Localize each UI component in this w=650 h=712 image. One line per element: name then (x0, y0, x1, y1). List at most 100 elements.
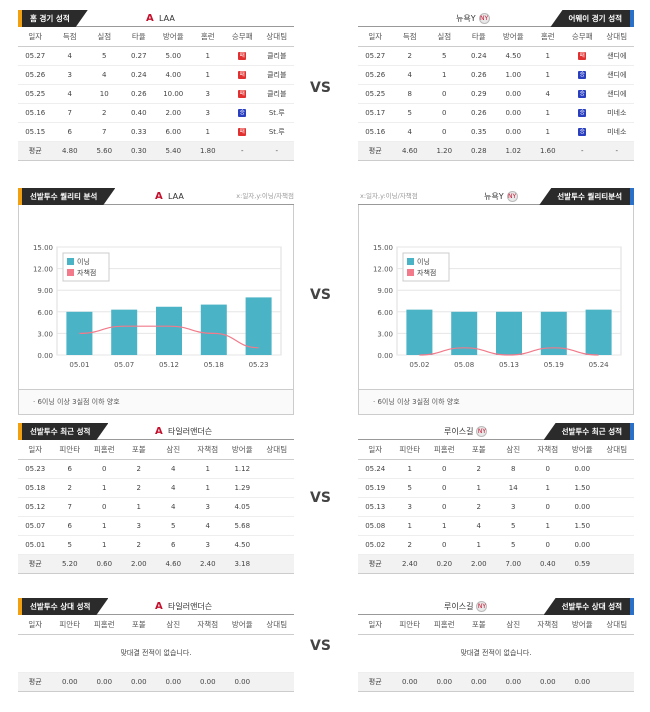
table-cell: 3 (190, 84, 225, 104)
table-cell: 14 (496, 478, 531, 498)
table-cell: 3 (496, 497, 531, 517)
average-cell: 0.00 (52, 672, 87, 692)
average-cell: 0.59 (565, 554, 600, 574)
column-header: 타율 (461, 27, 496, 47)
legend-swatch-earned-runs (67, 269, 74, 276)
table-cell (599, 516, 634, 536)
column-header: 삼진 (496, 615, 531, 635)
average-cell: 0.00 (496, 672, 531, 692)
y-tick-label: 12.00 (33, 266, 53, 274)
average-cell: 평균 (18, 141, 53, 161)
result-badge: 패 (238, 89, 247, 98)
table-cell: 1.50 (565, 516, 600, 536)
average-cell: 1.02 (496, 141, 531, 161)
table-cell: 클리블 (259, 84, 294, 104)
empty-row: 맞대결 전적이 없습니다. (18, 634, 294, 673)
table-cell: 4 (392, 65, 427, 85)
pitcher-name-right: 루이스길 NY (444, 426, 488, 437)
average-cell: 평균 (358, 141, 393, 161)
table-cell: 승 (225, 103, 260, 123)
y-tick-label: 9.00 (377, 287, 393, 295)
table-cell: 0.00 (496, 84, 531, 104)
table-cell: 05.24 (358, 459, 393, 479)
pitcher-h2h-panel-left: 선발투수 상대 성적 A 타일러앤더슨 일자 피안타 피홈런 포볼 삼진 자책점 방어율 상대팀… (18, 598, 294, 692)
result-badge: 패 (578, 51, 587, 60)
x-tick-label: 05.07 (114, 361, 134, 369)
column-header: 승무패 (565, 27, 600, 47)
table-cell: 0 (427, 84, 462, 104)
table-cell: 승 (565, 122, 600, 142)
table-cell: 패 (225, 46, 260, 66)
table-cell: 5 (496, 516, 531, 536)
vs-label: VS (310, 287, 331, 303)
table-cell: 샌디에 (599, 84, 634, 104)
table-cell (599, 459, 634, 479)
table-cell: 0.24 (461, 46, 496, 66)
quality-chart-svg-right: 15.00 12.00 9.00 6.00 3.00 0.00 05.02 05.08 05.1… (373, 244, 622, 369)
column-header: 홈런 (190, 27, 225, 47)
table-cell: 05.08 (358, 516, 393, 536)
table-cell: 2 (461, 459, 496, 479)
column-header: 일자 (358, 440, 393, 460)
table-cell: 0 (427, 497, 462, 517)
table-cell: 5.00 (156, 46, 191, 66)
table-cell: 6 (52, 516, 87, 536)
table-row: 05.08 1 1 4 5 1 1.50 (358, 516, 634, 536)
average-cell: 0.00 (190, 672, 225, 692)
table-cell: 0.24 (121, 65, 156, 85)
home-record-panel: 홈 경기 성적 A LAA 일자 득점 실점 타율 방어율 홈런 승무패 상대팀 05.27 4 5 0… (18, 10, 294, 161)
column-header: 포볼 (121, 440, 156, 460)
table-cell: 1 (427, 516, 462, 536)
legend-swatch-earned-runs (407, 269, 414, 276)
table-cell: 승 (565, 84, 600, 104)
table-row: 05.26 3 4 0.24 4.00 1 패 클리블 (18, 65, 294, 85)
average-row: 평균 4.80 5.60 0.30 5.40 1.80- - (18, 141, 294, 161)
legend-swatch-innings (67, 258, 74, 265)
result-badge: 승 (238, 108, 247, 117)
table-cell: 05.23 (18, 459, 53, 479)
bar-innings (245, 297, 272, 355)
table-cell: 미네소 (599, 122, 634, 142)
y-tick-label: 9.00 (37, 287, 53, 295)
average-cell: 0.00 (565, 672, 600, 692)
column-header: 일자 (358, 615, 393, 635)
table-cell: 8 (496, 459, 531, 479)
average-cell: 5.20 (52, 554, 87, 574)
table-cell: 0.29 (461, 84, 496, 104)
table-cell: 05.13 (358, 497, 393, 517)
average-cell: 0.40 (530, 554, 565, 574)
table-cell: 0.40 (121, 103, 156, 123)
table-cell (259, 516, 294, 536)
table-cell: 4 (52, 84, 87, 104)
angels-logo-icon: A (155, 601, 163, 612)
y-tick-label: 12.00 (373, 266, 393, 274)
table-cell: 7 (52, 103, 87, 123)
legend-label-innings: 이닝 (77, 257, 90, 266)
average-cell (259, 554, 294, 574)
table-cell: 4.50 (496, 46, 531, 66)
table-cell: 패 (565, 46, 600, 66)
x-tick-label: 05.13 (499, 361, 519, 369)
table-cell: 샌디에 (599, 46, 634, 66)
average-cell (259, 672, 294, 692)
table-cell: 1.12 (225, 459, 260, 479)
average-cell: 0.60 (87, 554, 122, 574)
table-cell: 1 (530, 516, 565, 536)
table-cell: 0.33 (121, 122, 156, 142)
column-header: 삼진 (156, 615, 191, 635)
pitcher-recent-table-right: 일자 피안타 피홈런 포볼 삼진 자책점 방어율 상대팀 05.24 1 0 2 8 0 0.00 05.19… (358, 440, 634, 574)
team-label-laa-2: A LAA (155, 191, 184, 202)
table-cell: 2 (121, 459, 156, 479)
average-cell: 0.00 (121, 672, 156, 692)
axis-note-left: x:일자,y:이닝/자책점 (236, 192, 294, 200)
table-cell: 4.50 (225, 535, 260, 555)
table-cell: 0.27 (121, 46, 156, 66)
table-cell: 05.27 (18, 46, 53, 66)
table-cell: 1 (530, 65, 565, 85)
table-cell: 05.18 (18, 478, 53, 498)
bar-innings (200, 304, 227, 355)
table-cell: 0.35 (461, 122, 496, 142)
table-cell: 0 (87, 497, 122, 517)
x-tick-label: 05.01 (69, 361, 89, 369)
